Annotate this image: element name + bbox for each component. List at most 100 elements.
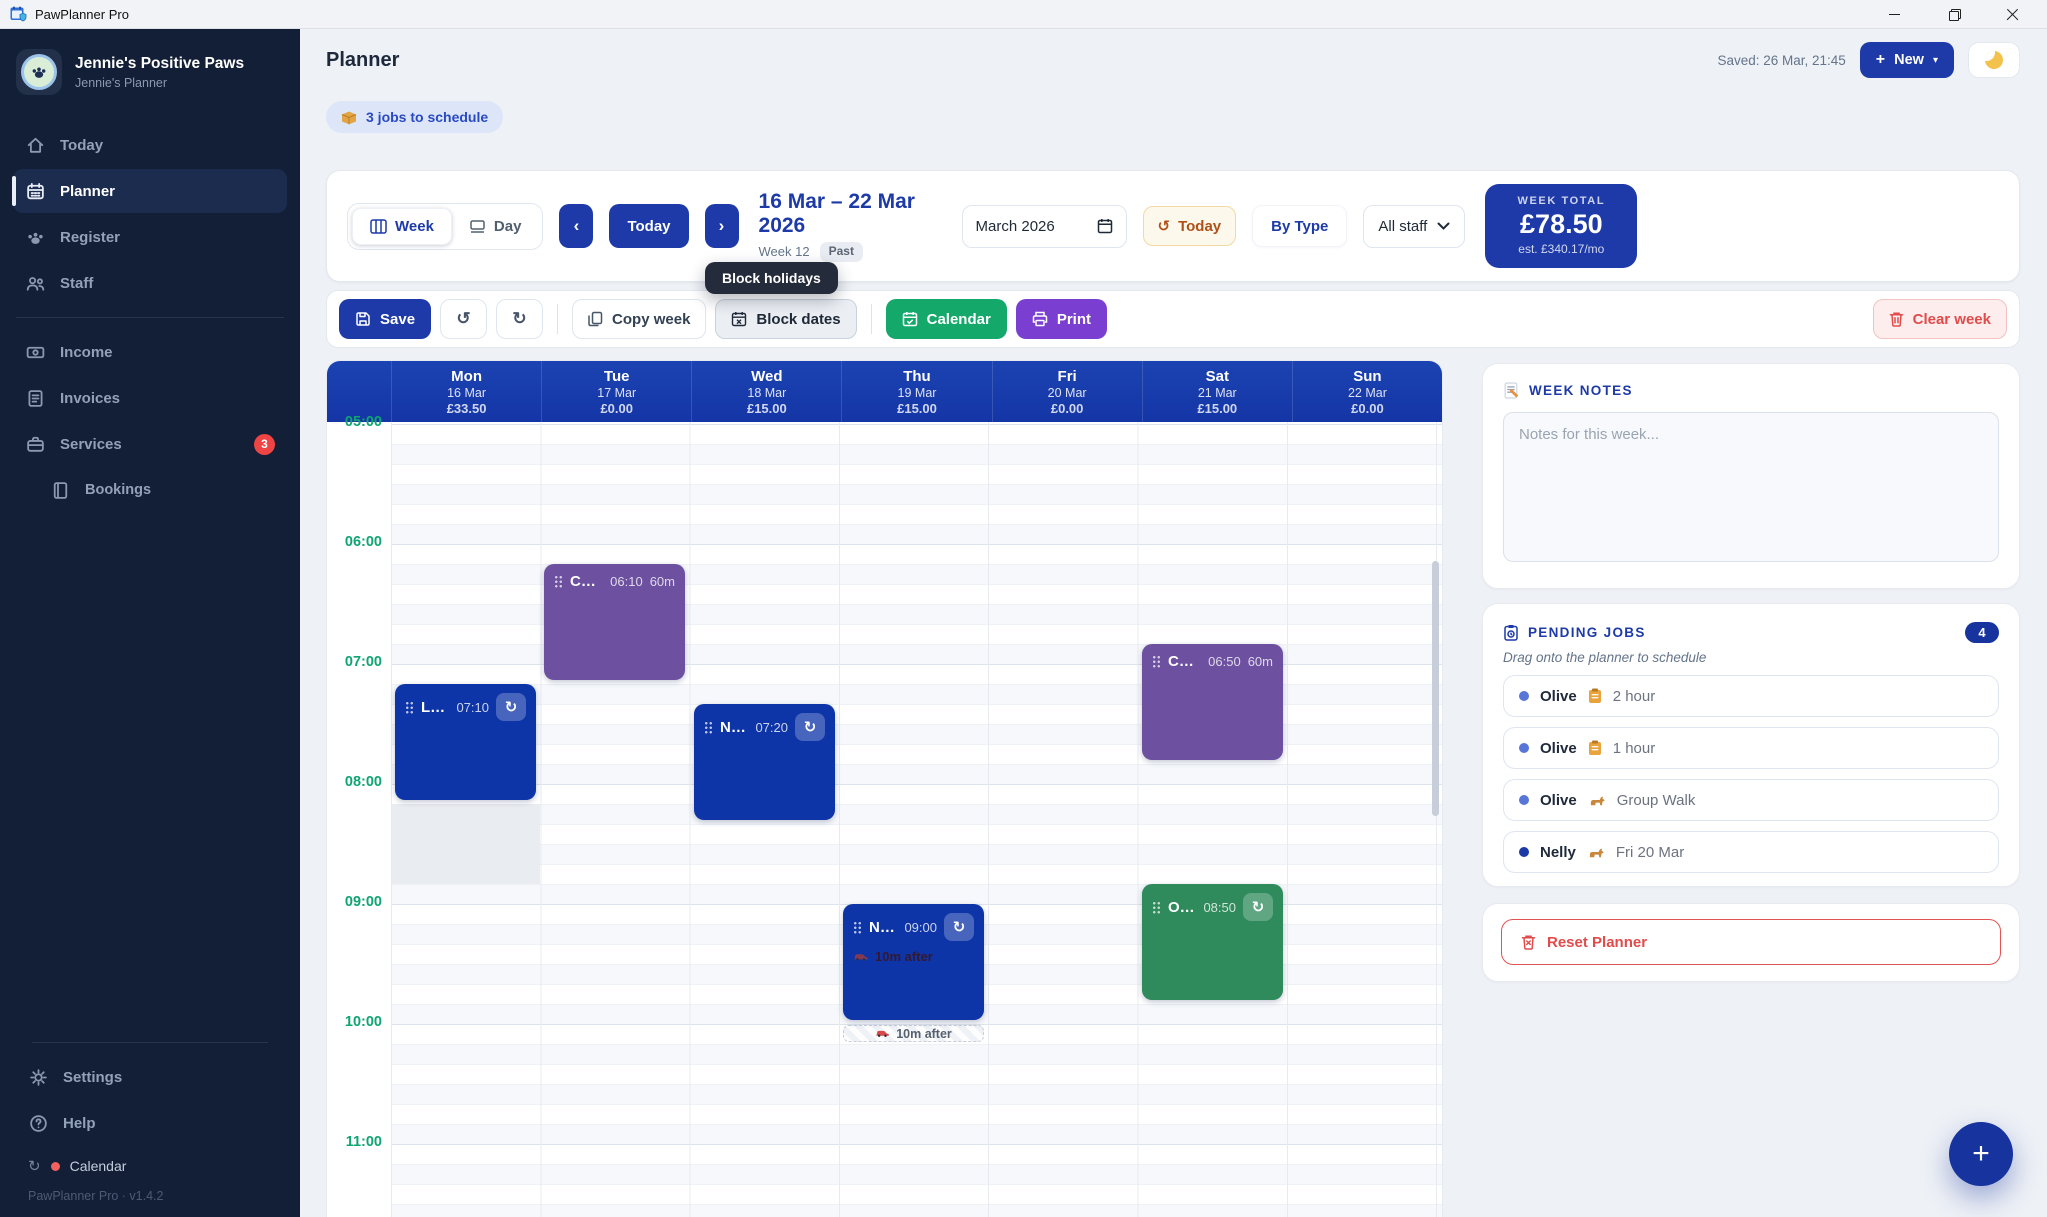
titlebar: PawPlanner Pro <box>0 0 2047 29</box>
window-title: PawPlanner Pro <box>35 6 129 22</box>
drag-handle-icon[interactable] <box>853 920 862 934</box>
sync-icon[interactable]: ↻ <box>1243 893 1273 921</box>
theme-toggle-button[interactable] <box>1968 42 2020 78</box>
sidebar-item-staff[interactable]: Staff <box>13 261 287 305</box>
sidebar-item-label: Settings <box>63 1068 123 1086</box>
sidebar: Jennie's Positive Paws Jennie's Planner … <box>0 29 300 1217</box>
staff-filter-select[interactable]: All staff <box>1363 204 1466 248</box>
view-week-button[interactable]: Week <box>352 207 452 245</box>
close-icon[interactable] <box>2006 8 2019 21</box>
paw-logo-icon <box>21 54 57 90</box>
sidebar-item-register[interactable]: Register <box>13 215 287 259</box>
view-day-button[interactable]: Day <box>452 209 539 244</box>
sidebar-item-income[interactable]: Income <box>13 330 287 374</box>
car-icon <box>853 952 869 962</box>
drag-handle-icon[interactable] <box>405 700 414 714</box>
sync-icon: ↻ <box>28 1157 41 1175</box>
calendar-scrollbar[interactable] <box>1432 561 1439 816</box>
redo-button[interactable]: ↻ <box>496 299 544 339</box>
jobs-to-schedule-chip[interactable]: 3 jobs to schedule <box>326 101 504 133</box>
event-olive-sat[interactable]: Olive 08:50 ↻ <box>1142 884 1283 1000</box>
event-nelly-thu[interactable]: Nelly 09:00 ↻ 10m after <box>843 904 984 1020</box>
pending-job-olive-2hour[interactable]: Olive 2 hour <box>1503 675 1999 717</box>
event-cons-sat[interactable]: Cons… 06:50 60m <box>1142 644 1283 760</box>
pending-job-olive-groupwalk[interactable]: Olive Group Walk <box>1503 779 1999 821</box>
clipboard-icon <box>1588 740 1602 756</box>
home-icon <box>25 135 46 156</box>
sidebar-item-settings[interactable]: Settings <box>16 1055 284 1099</box>
reset-planner-button[interactable]: Reset Planner <box>1501 919 2001 965</box>
sidebar-item-bookings[interactable]: Bookings <box>38 468 287 512</box>
undo-button[interactable]: ↺ <box>440 299 488 339</box>
sidebar-divider <box>16 317 284 318</box>
day-header-sat[interactable]: Sat 21 Mar £15.00 <box>1141 361 1292 422</box>
sidebar-item-today[interactable]: Today <box>13 123 287 167</box>
new-button[interactable]: + New ▾ <box>1859 42 1954 78</box>
event-cons-tue[interactable]: Cons… 06:10 60m <box>544 564 685 680</box>
copy-week-button[interactable]: Copy week <box>572 299 707 339</box>
org-header[interactable]: Jennie's Positive Paws Jennie's Planner <box>0 29 300 111</box>
event-loki[interactable]: Loki 07:10 ↻ <box>395 684 536 800</box>
copy-icon <box>588 311 603 327</box>
block-dates-button[interactable]: Block dates <box>715 299 857 339</box>
calendar-export-button[interactable]: Calendar <box>885 299 1007 339</box>
by-type-button[interactable]: By Type <box>1252 205 1348 247</box>
toolbar-divider <box>557 304 559 334</box>
day-header-thu[interactable]: Thu 19 Mar £15.00 <box>841 361 991 422</box>
dog-icon <box>1588 793 1606 807</box>
restore-icon[interactable] <box>1947 8 1961 21</box>
time-label: 06:00 <box>344 534 382 550</box>
sidebar-item-label: Services <box>60 435 122 453</box>
save-button[interactable]: Save <box>339 299 432 339</box>
people-icon <box>25 273 46 294</box>
pending-job-nelly-fri[interactable]: Nelly Fri 20 Mar <box>1503 831 1999 873</box>
pet-color-dot <box>1519 847 1529 857</box>
planner-controls: Week Day ‹ Today › 16 Mar – 22 Mar 2026 … <box>326 170 2020 282</box>
sync-icon[interactable]: ↻ <box>944 913 974 941</box>
sync-icon[interactable]: ↻ <box>795 713 825 741</box>
jump-to-today-button[interactable]: ↺ Today <box>1142 206 1237 246</box>
sidebar-item-label: Help <box>63 1114 96 1132</box>
pending-job-olive-1hour[interactable]: Olive 1 hour <box>1503 727 1999 769</box>
trash-icon <box>1889 311 1904 327</box>
month-picker-input[interactable]: March 2026 <box>961 204 1127 248</box>
memo-icon <box>1503 382 1520 399</box>
sidebar-item-services[interactable]: Services 3 <box>13 422 287 466</box>
add-fab-button[interactable]: + <box>1949 1122 2013 1186</box>
pet-color-dot <box>1519 691 1529 701</box>
day-header-wed[interactable]: Wed 18 Mar £15.00 <box>691 361 841 422</box>
time-grid[interactable]: 05:00 06:00 07:00 08:00 09:00 10:00 11:0… <box>327 414 1442 1217</box>
event-nelly-wed[interactable]: Nelly 07:20 ↻ <box>694 704 835 820</box>
plus-icon: + <box>1972 1137 1990 1170</box>
sidebar-item-invoices[interactable]: Invoices <box>13 376 287 420</box>
sidebar-item-label: Staff <box>60 274 94 292</box>
chevron-down-icon <box>1437 222 1450 230</box>
next-week-button[interactable]: › <box>704 204 739 248</box>
drag-handle-icon[interactable] <box>554 575 563 588</box>
calendar-picker-icon[interactable] <box>1097 218 1113 234</box>
day-header-fri[interactable]: Fri 20 Mar £0.00 <box>991 361 1142 422</box>
sidebar-item-help[interactable]: Help <box>16 1101 284 1145</box>
minimize-icon[interactable] <box>1888 8 1901 21</box>
drag-handle-icon[interactable] <box>704 720 713 734</box>
book-icon <box>50 480 71 501</box>
sidebar-item-planner[interactable]: Planner <box>12 169 287 213</box>
drag-handle-icon[interactable] <box>1152 655 1161 668</box>
week-notes-input[interactable] <box>1503 412 1999 562</box>
calendar-sync-status[interactable]: ↻ Calendar <box>16 1147 284 1183</box>
drag-handle-icon[interactable] <box>1152 900 1161 914</box>
day-header-sun[interactable]: Sun 22 Mar £0.00 <box>1291 361 1442 422</box>
sync-icon[interactable]: ↻ <box>496 693 526 721</box>
day-header-tue[interactable]: Tue 17 Mar £0.00 <box>541 361 691 422</box>
app-icon <box>10 6 27 22</box>
week-view-icon <box>370 218 387 234</box>
pet-color-dot <box>1519 795 1529 805</box>
day-header-mon[interactable]: Mon 16 Mar £33.50 <box>391 361 541 422</box>
print-button[interactable]: Print <box>1015 299 1107 339</box>
week-notes-title: WEEK NOTES <box>1529 383 1633 398</box>
clear-week-button[interactable]: Clear week <box>1872 299 2007 339</box>
grid-background <box>391 422 1442 1217</box>
prev-week-button[interactable]: ‹ <box>559 204 594 248</box>
today-nav-button[interactable]: Today <box>609 204 689 248</box>
